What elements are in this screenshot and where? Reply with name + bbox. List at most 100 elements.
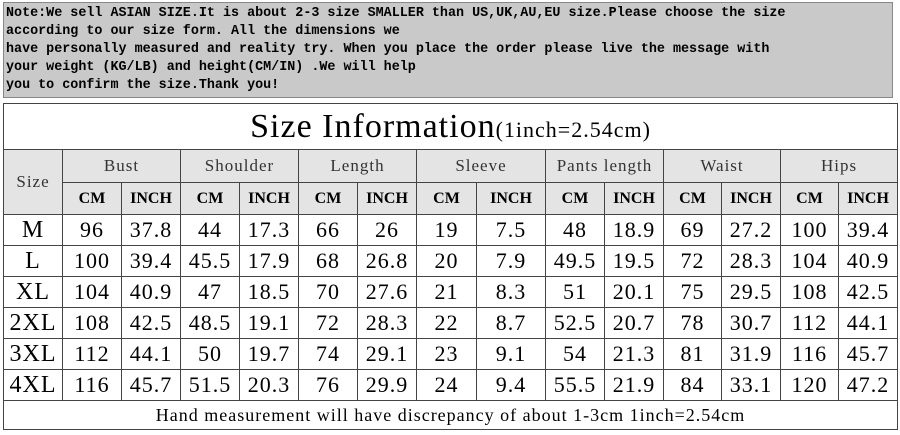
title-row: Size Information(1inch=2.54cm) [2, 103, 899, 150]
cell: 21 [416, 276, 477, 308]
note-line: you to confirm the size.Thank you! [6, 78, 280, 93]
table-subtitle: (1inch=2.54cm) [495, 116, 651, 142]
cell: 18.5 [239, 276, 299, 308]
cell: 104 [62, 276, 122, 308]
cell: 39.4 [121, 245, 181, 277]
cell: 112 [62, 338, 122, 370]
group-header: Sleeve [416, 149, 546, 183]
cell: 20 [416, 245, 477, 277]
cell: 48 [545, 214, 605, 246]
size-label: L [3, 245, 63, 277]
title-cell: Size Information(1inch=2.54cm) [2, 103, 899, 150]
cell: 51 [545, 276, 605, 308]
unit-header: CM [780, 182, 839, 215]
table-title: Size Information [250, 107, 496, 145]
unit-row: CM INCH CM INCH CM INCH CM INCH CM INCH CM INCH CM IN… [4, 182, 899, 215]
data-row: M 96 37.8 44 17.3 66 26 19 7.5 48 18.9 69 27.2 100 39.… [3, 214, 899, 246]
cell: 45.7 [837, 338, 899, 370]
cell: 100 [62, 245, 122, 277]
cell: 45.5 [180, 245, 240, 277]
note-line: Note:We sell ASIAN SIZE.It is about 2-3 … [6, 6, 786, 21]
cell: 104 [780, 245, 839, 277]
cell: 8.7 [476, 307, 546, 339]
cell: 108 [780, 276, 839, 308]
cell: 44.1 [837, 307, 899, 339]
cell: 7.5 [476, 214, 546, 246]
group-header: Waist [663, 149, 781, 183]
cell: 112 [780, 307, 839, 339]
cell: 48.5 [180, 307, 240, 339]
data-row: 2XL 108 42.5 48.5 19.1 72 28.3 22 8.7 52.5 20.7 78 3… [3, 307, 899, 339]
unit-header: INCH [239, 182, 299, 215]
cell: 75 [663, 276, 722, 308]
cell: 21.3 [604, 338, 664, 370]
note-line: according to our size form. All the dime… [6, 24, 400, 39]
cell: 70 [298, 276, 358, 308]
group-header: Hips [779, 149, 899, 183]
cell: 9.4 [476, 369, 546, 401]
cell: 29.9 [357, 369, 417, 401]
cell: 24 [416, 369, 477, 401]
cell: 69 [663, 214, 722, 246]
note-box: Note:We sell ASIAN SIZE.It is about 2-3 … [3, 2, 893, 98]
cell: 47.2 [837, 369, 899, 401]
size-label: M [3, 214, 63, 246]
cell: 51.5 [180, 369, 240, 401]
cell: 33.1 [721, 369, 781, 401]
note-line: have personally measured and reality try… [6, 42, 770, 57]
cell: 19.5 [604, 245, 664, 277]
group-header: Pants length [545, 149, 664, 183]
unit-header: INCH [721, 182, 781, 215]
size-label: 4XL [3, 369, 63, 401]
cell: 9.1 [476, 338, 546, 370]
cell: 39.4 [837, 214, 899, 246]
cell: 20.7 [604, 307, 664, 339]
cell: 55.5 [545, 369, 605, 401]
data-row: XL 104 40.9 47 18.5 70 27.6 21 8.3 51 20.1 75 29.5 10… [3, 276, 899, 308]
size-label: XL [3, 276, 63, 308]
cell: 42.5 [837, 276, 899, 308]
cell: 116 [780, 338, 839, 370]
unit-header: INCH [357, 182, 417, 215]
cell: 72 [298, 307, 358, 339]
cell: 116 [62, 369, 122, 401]
cell: 17.3 [239, 214, 299, 246]
cell: 78 [663, 307, 722, 339]
cell: 74 [298, 338, 358, 370]
cell: 20.3 [239, 369, 299, 401]
cell: 37.8 [121, 214, 181, 246]
cell: 50 [180, 338, 240, 370]
cell: 84 [663, 369, 722, 401]
unit-header: CM [545, 182, 605, 215]
data-row: L 100 39.4 45.5 17.9 68 26.8 20 7.9 49.5 19.5 72 28.… [3, 245, 899, 277]
unit-header: CM [62, 182, 122, 215]
cell: 66 [298, 214, 358, 246]
cell: 31.9 [721, 338, 781, 370]
data-row: 3XL 112 44.1 50 19.7 74 29.1 23 9.1 54 21.3 81 31.9 1… [3, 338, 899, 370]
cell: 40.9 [121, 276, 181, 308]
cell: 7.9 [476, 245, 546, 277]
cell: 26 [357, 214, 417, 246]
cell: 23 [416, 338, 477, 370]
cell: 19.1 [239, 307, 299, 339]
cell: 19 [416, 214, 477, 246]
cell: 22 [416, 307, 477, 339]
cell: 47 [180, 276, 240, 308]
cell: 20.1 [604, 276, 664, 308]
size-table: Size Information(1inch=2.54cm) Size Bust Sh… [2, 103, 899, 430]
cell: 19.7 [239, 338, 299, 370]
size-label: 3XL [3, 338, 63, 370]
cell: 29.1 [357, 338, 417, 370]
unit-header: INCH [121, 182, 181, 215]
cell: 8.3 [476, 276, 546, 308]
cell: 17.9 [239, 245, 299, 277]
unit-header: INCH [476, 182, 546, 215]
cell: 49.5 [545, 245, 605, 277]
cell: 45.7 [121, 369, 181, 401]
group-header: Bust [62, 149, 181, 183]
cell: 96 [62, 214, 122, 246]
size-header: Size [3, 149, 63, 215]
cell: 27.2 [721, 214, 781, 246]
cell: 26.8 [357, 245, 417, 277]
